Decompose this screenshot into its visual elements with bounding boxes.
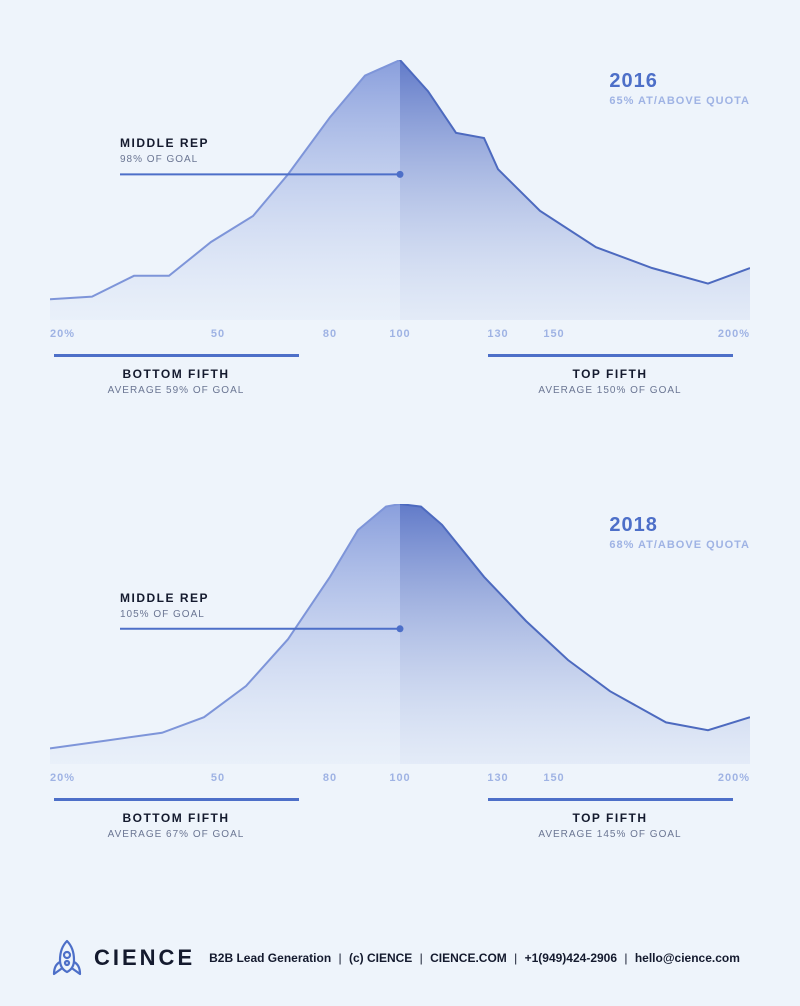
x-axis: 20% 50 80 100 130 150 200%	[50, 324, 750, 348]
footer-email: hello@cience.com	[635, 951, 740, 965]
x-axis: 20% 50 80 100 130 150 200%	[50, 768, 750, 792]
middle-rep-sub: 105% OF GOAL	[120, 609, 209, 620]
rocket-icon	[50, 938, 84, 978]
axis-tick: 150	[543, 772, 564, 784]
year-badge: 2018 68% AT/ABOVE QUOTA	[609, 514, 750, 551]
axis-tick: 80	[323, 328, 337, 340]
top-fifth: TOP FIFTH AVERAGE 145% OF GOAL	[488, 798, 733, 840]
footer-copyright: (c) CIENCE	[349, 951, 412, 965]
bottom-fifth-sub: AVERAGE 59% OF GOAL	[54, 385, 299, 396]
footer-phone: +1(949)424-2906	[525, 951, 617, 965]
axis-tick: 200%	[718, 772, 750, 784]
axis-tick: 150	[543, 328, 564, 340]
axis-tick: 50	[211, 772, 225, 784]
brand-name: CIENCE	[94, 945, 195, 971]
axis-tick: 50	[211, 328, 225, 340]
top-fifth: TOP FIFTH AVERAGE 150% OF GOAL	[488, 354, 733, 396]
bottom-fifth: BOTTOM FIFTH AVERAGE 67% OF GOAL	[54, 798, 299, 840]
fifth-row: BOTTOM FIFTH AVERAGE 59% OF GOAL TOP FIFTH…	[50, 354, 750, 424]
bottom-fifth-title: BOTTOM FIFTH	[54, 367, 299, 381]
middle-rep-title: MIDDLE REP	[120, 591, 209, 605]
chart-2016: 2016 65% AT/ABOVE QUOTA MIDDLE REP 98% O…	[50, 60, 750, 424]
footer-text: B2B Lead Generation | (c) CIENCE | CIENC…	[209, 951, 740, 965]
top-fifth-bar	[488, 354, 733, 357]
year-title: 2016	[609, 70, 750, 93]
year-title: 2018	[609, 514, 750, 537]
year-badge: 2016 65% AT/ABOVE QUOTA	[609, 70, 750, 107]
top-fifth-title: TOP FIFTH	[488, 367, 733, 381]
infographic-canvas: 2016 65% AT/ABOVE QUOTA MIDDLE REP 98% O…	[0, 0, 800, 1006]
axis-tick: 100	[389, 328, 410, 340]
year-subtitle: 68% AT/ABOVE QUOTA	[609, 539, 750, 551]
middle-rep-label: MIDDLE REP 98% OF GOAL	[120, 136, 209, 165]
axis-tick: 200%	[718, 328, 750, 340]
year-subtitle: 65% AT/ABOVE QUOTA	[609, 95, 750, 107]
axis-tick: 130	[487, 328, 508, 340]
axis-tick: 100	[389, 772, 410, 784]
bottom-fifth-sub: AVERAGE 67% OF GOAL	[54, 829, 299, 840]
chart-area: 2016 65% AT/ABOVE QUOTA MIDDLE REP 98% O…	[50, 60, 750, 320]
chart-area: 2018 68% AT/ABOVE QUOTA MIDDLE REP 105% …	[50, 504, 750, 764]
bottom-fifth-bar	[54, 354, 299, 357]
top-fifth-bar	[488, 798, 733, 801]
axis-tick: 20%	[50, 328, 75, 340]
axis-tick: 80	[323, 772, 337, 784]
axis-tick: 130	[487, 772, 508, 784]
bottom-fifth: BOTTOM FIFTH AVERAGE 59% OF GOAL	[54, 354, 299, 396]
top-fifth-sub: AVERAGE 145% OF GOAL	[488, 829, 733, 840]
footer: CIENCE B2B Lead Generation | (c) CIENCE …	[0, 920, 800, 1006]
middle-rep-title: MIDDLE REP	[120, 136, 209, 150]
top-fifth-sub: AVERAGE 150% OF GOAL	[488, 385, 733, 396]
fifth-row: BOTTOM FIFTH AVERAGE 67% OF GOAL TOP FIFTH…	[50, 798, 750, 868]
chart-2018: 2018 68% AT/ABOVE QUOTA MIDDLE REP 105% …	[50, 504, 750, 868]
brand-logo: CIENCE	[50, 938, 195, 978]
middle-rep-label: MIDDLE REP 105% OF GOAL	[120, 591, 209, 620]
footer-tagline: B2B Lead Generation	[209, 951, 331, 965]
top-fifth-title: TOP FIFTH	[488, 811, 733, 825]
bottom-fifth-bar	[54, 798, 299, 801]
bottom-fifth-title: BOTTOM FIFTH	[54, 811, 299, 825]
middle-rep-sub: 98% OF GOAL	[120, 154, 209, 165]
footer-site: CIENCE.COM	[430, 951, 507, 965]
axis-tick: 20%	[50, 772, 75, 784]
